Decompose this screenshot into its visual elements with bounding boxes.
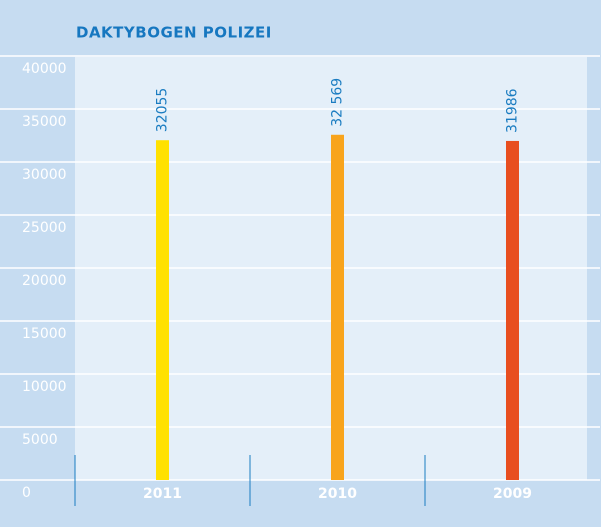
y-tick-label: 25000: [22, 220, 67, 236]
y-tick-label: 15000: [22, 326, 67, 342]
bar: [156, 140, 169, 481]
y-tick-label: 5000: [22, 432, 58, 448]
x-tick-label: 2009: [493, 486, 532, 502]
y-tick-label: 35000: [22, 114, 67, 130]
y-tick-label: 20000: [22, 273, 67, 289]
bar: [331, 134, 344, 480]
x-tick-label: 2011: [143, 486, 182, 502]
chart-title: DAKTYBOGEN POLIZEI: [76, 24, 272, 42]
value-label: 31986: [505, 88, 521, 133]
y-tick-label: 30000: [22, 167, 67, 183]
value-label: 32 569: [330, 78, 346, 127]
value-label: 32055: [155, 88, 171, 133]
x-tick-label: 2010: [318, 486, 357, 502]
y-tick-label: 10000: [22, 379, 67, 395]
y-tick-label: 0: [22, 485, 31, 501]
y-tick-label: 40000: [22, 61, 67, 77]
bar: [506, 140, 519, 480]
